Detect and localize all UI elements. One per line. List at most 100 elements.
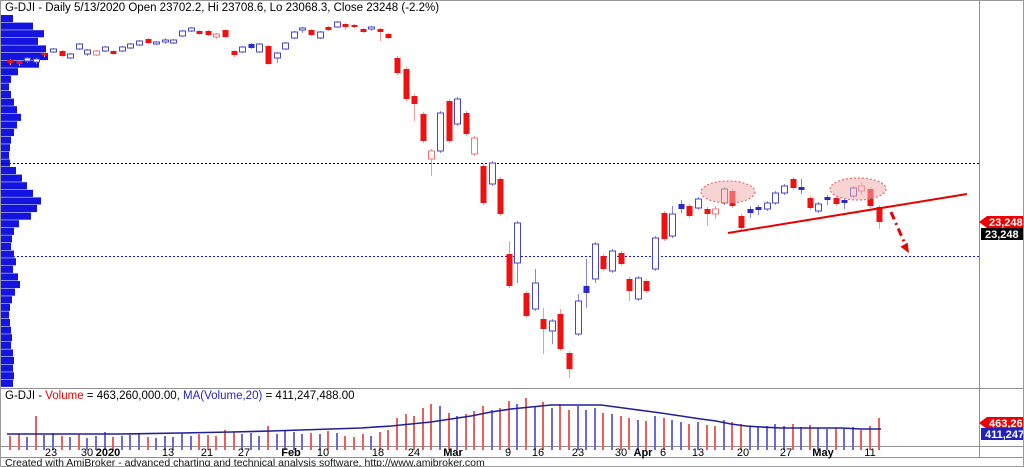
volume-bar (276, 434, 278, 450)
candle (325, 27, 332, 30)
volume-bar (757, 427, 759, 450)
volume-bar (301, 434, 303, 450)
volume-bar (43, 435, 45, 450)
volume-bar (637, 420, 639, 450)
x-axis-label: 9 (505, 447, 511, 459)
candle (299, 27, 306, 31)
price-pointer-tag-text: 23,248 (989, 217, 1023, 229)
volume-bar (52, 433, 54, 450)
candle (695, 198, 702, 209)
price-panel-title: G-DJI - Daily 5/13/2020 Open 23702.2, Hi… (5, 2, 440, 14)
price-pointer-tag: 23,248 (979, 216, 1023, 229)
volume-bar (559, 404, 561, 450)
volume-pointer-tag-text: 463,260,000.00 (989, 418, 1024, 430)
x-axis-labels: 23 30 2020 13 21 27 Feb 10 18 24 Mar 9 16 23 30 Apr 6 13 2… (45, 447, 876, 459)
volume-bar (327, 431, 329, 450)
volume-bar (645, 421, 647, 450)
volume-bar (207, 435, 209, 450)
volume-bar (731, 422, 733, 450)
volume-bar (69, 437, 71, 450)
candle (600, 256, 607, 269)
x-axis-label: 21 (201, 447, 213, 459)
volume-bar (534, 406, 536, 450)
candle (747, 209, 754, 213)
volume-bar (430, 404, 432, 450)
x-axis-label: 6 (660, 447, 666, 459)
volume-bar (26, 437, 28, 450)
candle (360, 29, 367, 32)
candle (678, 204, 685, 209)
volume-bar (362, 434, 364, 450)
candle (136, 40, 143, 46)
volume-bar (405, 414, 407, 450)
candle (153, 41, 160, 45)
volume-bar (61, 436, 63, 450)
candle (291, 31, 298, 39)
volume-bar (473, 411, 475, 450)
volume-bar (663, 418, 665, 450)
volume-bar (9, 436, 11, 450)
candle (377, 29, 384, 32)
volume-title-segment: = 463,260,000.00, (83, 390, 184, 402)
candle (16, 61, 23, 64)
volume-bar (602, 413, 604, 450)
volume-bar (319, 434, 321, 450)
candle (755, 207, 762, 210)
down-arrow (889, 211, 909, 253)
candle (33, 58, 40, 63)
volume-pointer-tag: 463,260,000.00 (979, 417, 1024, 430)
candle (626, 279, 633, 291)
volume-bar (697, 422, 699, 450)
candle (772, 192, 779, 204)
candle (635, 277, 642, 300)
candle (170, 39, 177, 44)
candle (205, 31, 212, 35)
volume-bar (413, 416, 415, 450)
volume-bar (310, 433, 312, 450)
volume-bar (680, 422, 682, 450)
volume-bar (654, 416, 656, 450)
x-axis-label: Mar (443, 447, 463, 459)
volume-bar (370, 436, 372, 450)
candle (643, 281, 650, 291)
last-price-tag: 23,248 (981, 228, 1023, 241)
candle (274, 52, 281, 59)
volume-bar (138, 434, 140, 450)
candle (403, 69, 410, 99)
trendline (727, 193, 968, 234)
candle (308, 30, 315, 35)
candle (781, 185, 788, 194)
panel-borders (1, 1, 1023, 458)
candle (557, 314, 564, 349)
candle (196, 31, 203, 34)
volume-bar (611, 414, 613, 450)
volume-bar (267, 426, 269, 450)
candle (592, 243, 599, 280)
volume-bar (869, 426, 871, 450)
candle (351, 25, 358, 27)
volume-title-segment: G-DJI - (5, 390, 46, 402)
candle (188, 27, 195, 32)
volume-bar (147, 437, 149, 450)
candle (317, 31, 324, 39)
x-axis-label: 18 (372, 447, 384, 459)
x-axis-label: 30 (615, 447, 627, 459)
volume-bar (86, 438, 88, 450)
candles-layer (7, 21, 883, 378)
candle (127, 43, 134, 49)
candle (50, 48, 57, 53)
volume-panel-title: G-DJI - Volume = 463,260,000.00, MA(Volu… (5, 390, 355, 402)
volume-bar (688, 424, 690, 450)
candle (686, 206, 693, 216)
volume-bar (198, 434, 200, 450)
volume-bar (95, 436, 97, 450)
candle (523, 293, 530, 316)
x-axis-label: 2020 (96, 447, 120, 459)
volume-bar (164, 436, 166, 450)
volume-bar (809, 425, 811, 450)
volume-bar (215, 436, 217, 450)
candle (669, 213, 676, 237)
candle (807, 198, 814, 208)
candle (24, 57, 31, 62)
